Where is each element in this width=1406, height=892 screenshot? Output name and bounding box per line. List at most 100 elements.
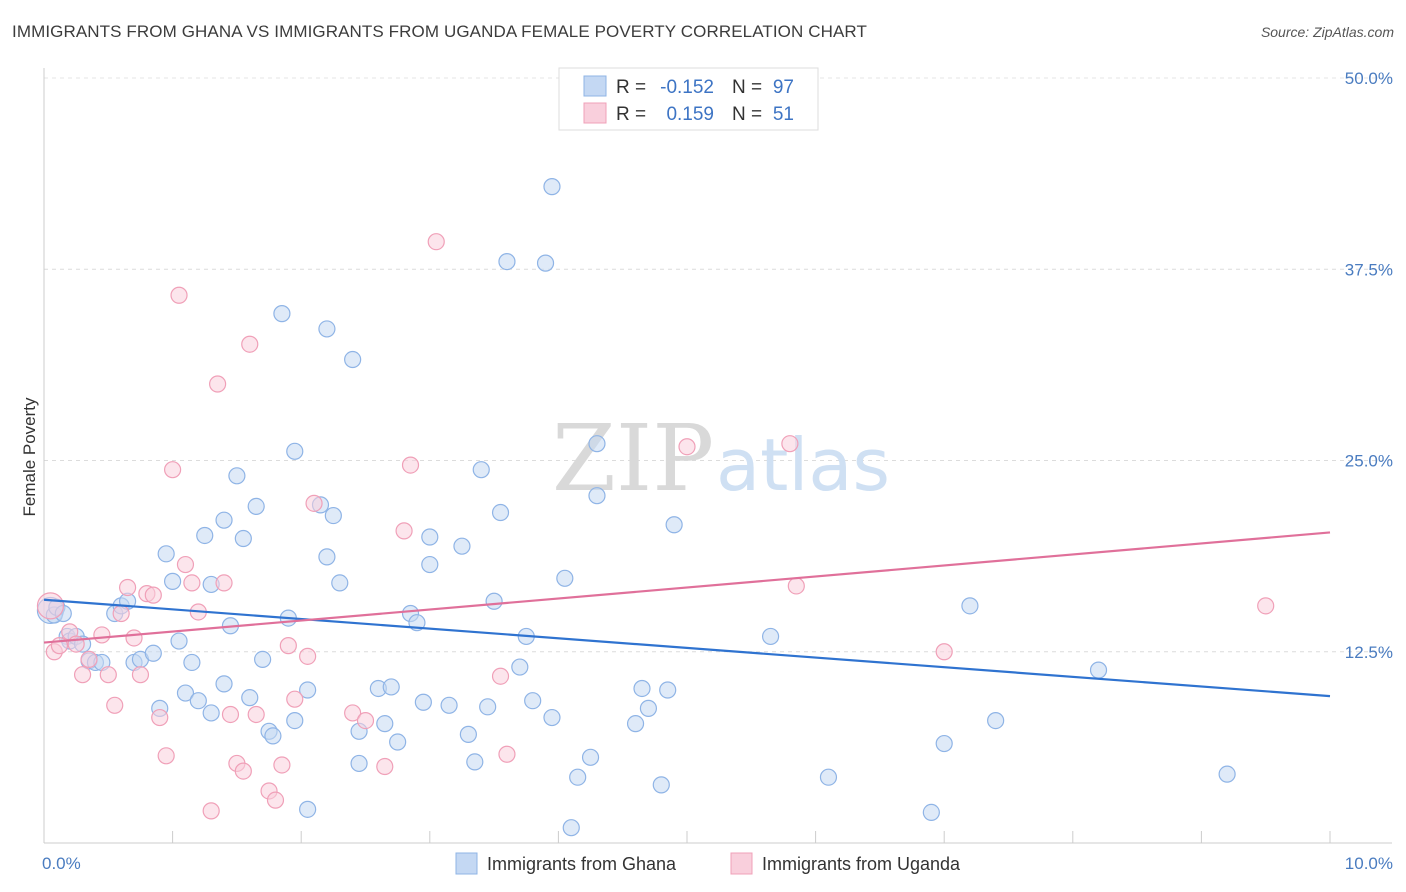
point-ghana-60	[440, 696, 458, 714]
point-uganda-18	[164, 461, 182, 479]
chart-title: IMMIGRANTS FROM GHANA VS IMMIGRANTS FROM…	[12, 22, 867, 41]
point-ghana-32	[241, 689, 259, 707]
point-ghana-82	[633, 679, 651, 698]
point-ghana-52	[376, 715, 394, 733]
point-ghana-67	[491, 503, 510, 522]
point-uganda-35	[286, 690, 304, 708]
point-uganda-5	[73, 666, 92, 684]
point-uganda-28	[234, 762, 252, 780]
stats-r-value-uganda: 0.159	[666, 104, 714, 125]
point-ghana-42	[299, 800, 317, 818]
point-ghana-91	[961, 597, 979, 615]
point-uganda-41	[395, 522, 413, 540]
point-ghana-59	[421, 555, 439, 574]
point-uganda-10	[112, 604, 130, 623]
point-ghana-77	[569, 768, 587, 786]
point-uganda-23	[202, 802, 220, 820]
point-uganda-9	[106, 696, 124, 714]
point-uganda-7	[93, 626, 111, 644]
point-ghana-28	[215, 511, 233, 529]
point-uganda-43	[427, 233, 445, 251]
y-tick-label-1: 25.0%	[1345, 452, 1393, 471]
point-ghana-54	[389, 733, 407, 751]
point-uganda-12	[125, 629, 143, 647]
stats-swatch-ghana	[583, 75, 607, 97]
point-uganda-50	[1257, 597, 1275, 615]
point-ghana-21	[176, 684, 195, 702]
point-uganda-39	[356, 711, 375, 730]
point-uganda-26	[221, 705, 240, 724]
series-uganda-points	[36, 233, 1275, 820]
grid-lines	[44, 77, 1392, 653]
point-ghana-22	[183, 653, 201, 672]
point-uganda-20	[176, 555, 195, 574]
point-uganda-15	[144, 586, 162, 604]
point-uganda-21	[183, 574, 201, 592]
point-ghana-92	[987, 711, 1005, 730]
point-ghana-34	[254, 650, 272, 669]
point-ghana-61	[453, 537, 471, 555]
y-axis-label: Female Poverty	[20, 397, 39, 517]
point-uganda-47	[781, 435, 799, 453]
point-ghana-93	[1089, 661, 1108, 679]
stats-n-label-ghana: N =	[732, 77, 762, 98]
stats-n-label-uganda: N =	[732, 104, 762, 125]
point-ghana-69	[511, 658, 529, 676]
stats-r-value-ghana: -0.152	[660, 77, 714, 98]
point-ghana-46	[324, 506, 342, 525]
point-uganda-40	[376, 757, 394, 776]
point-ghana-58	[421, 528, 439, 546]
axes	[43, 68, 1392, 844]
point-uganda-45	[498, 745, 516, 763]
stats-legend: R = -0.152 N = 97 R = 0.159 N = 51	[558, 67, 819, 131]
point-uganda-44	[491, 667, 510, 685]
point-ghana-80	[588, 487, 606, 505]
x-tick-label-min: 0.0%	[42, 854, 81, 873]
point-ghana-63	[466, 753, 484, 771]
trend-line-ghana	[43, 598, 1331, 698]
point-ghana-81	[626, 715, 645, 733]
point-uganda-29	[241, 335, 259, 353]
point-uganda-6	[80, 650, 98, 669]
watermark-zip: ZIP	[552, 405, 714, 512]
stats-swatch-uganda	[583, 102, 607, 124]
point-ghana-27	[215, 675, 233, 693]
point-ghana-71	[524, 692, 542, 710]
point-uganda-38	[344, 704, 362, 722]
x-tick-label-max: 10.0%	[1345, 854, 1393, 873]
point-ghana-24	[196, 526, 214, 545]
point-uganda-17	[157, 747, 175, 765]
point-ghana-78	[581, 748, 600, 766]
point-uganda-19	[170, 286, 188, 304]
point-ghana-39	[286, 442, 304, 460]
point-ghana-68	[498, 253, 516, 271]
chart-source: Source: ZipAtlas.com	[1260, 24, 1394, 40]
point-uganda-42	[401, 456, 420, 474]
point-ghana-37	[273, 305, 291, 323]
point-ghana-74	[543, 178, 561, 196]
point-ghana-25	[202, 704, 220, 722]
point-ghana-36	[264, 727, 282, 745]
x-tick-labels: 0.0% 10.0%	[42, 854, 1393, 873]
point-uganda-16	[151, 708, 169, 727]
point-ghana-18	[157, 545, 175, 563]
legend-swatch-ghana	[455, 852, 478, 875]
point-ghana-19	[164, 572, 182, 590]
point-ghana-65	[479, 698, 497, 716]
point-uganda-48	[787, 577, 805, 595]
point-ghana-45	[318, 548, 336, 566]
point-ghana-40	[286, 711, 304, 730]
point-uganda-33	[273, 756, 291, 774]
point-ghana-33	[247, 497, 265, 515]
trend-lines	[43, 531, 1331, 698]
stats-n-value-uganda: 51	[773, 104, 794, 125]
point-uganda-24	[209, 375, 227, 393]
point-ghana-53	[382, 678, 400, 696]
point-uganda-0	[36, 592, 65, 620]
point-ghana-86	[665, 516, 683, 534]
point-uganda-11	[118, 578, 137, 597]
stats-r-label-ghana: R =	[616, 77, 646, 98]
point-ghana-62	[459, 725, 477, 743]
point-uganda-13	[131, 666, 150, 684]
